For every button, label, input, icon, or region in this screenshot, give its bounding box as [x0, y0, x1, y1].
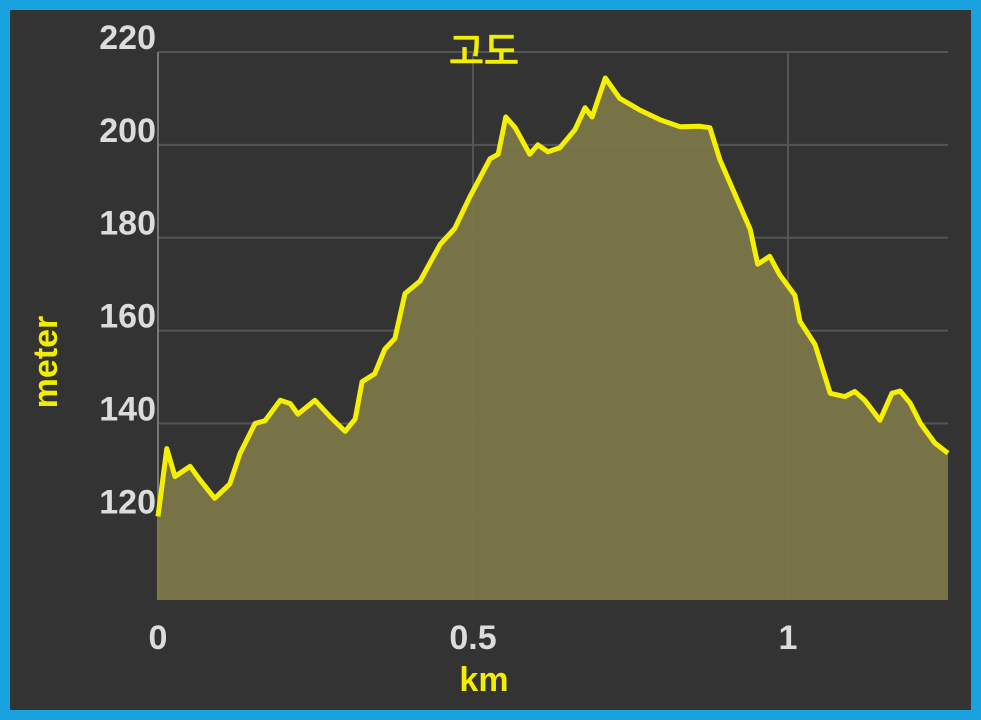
- y-tick-label: 120: [99, 483, 156, 521]
- x-tick-label: 0: [149, 619, 168, 657]
- elevation-line: [155, 75, 950, 517]
- y-tick-label: 140: [99, 391, 156, 429]
- area-fill: [158, 78, 948, 600]
- y-tick-label: 200: [99, 112, 156, 150]
- x-tick-label: 1: [779, 619, 798, 657]
- x-tick-label: 0.5: [449, 619, 496, 657]
- y-axis-label: meter: [27, 316, 65, 409]
- y-tick-label: 180: [99, 205, 156, 243]
- x-axis-label: km: [459, 661, 508, 699]
- chart-title: 고도: [449, 30, 519, 74]
- y-tick-label: 220: [99, 19, 156, 57]
- y-tick-label: 160: [99, 298, 156, 336]
